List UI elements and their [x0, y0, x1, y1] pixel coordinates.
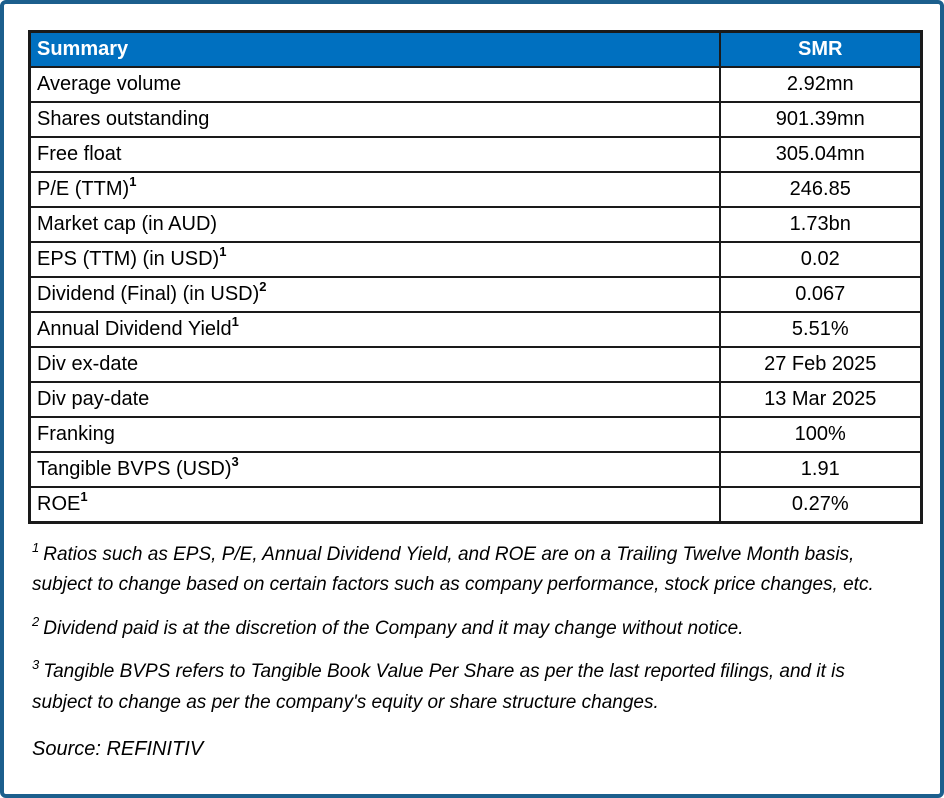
row-value: 2.92mn — [718, 66, 923, 103]
row-label: Div ex-date — [28, 346, 721, 383]
row-label: Annual Dividend Yield1 — [28, 311, 721, 348]
row-label: Shares outstanding — [28, 101, 721, 138]
row-label: Franking — [28, 416, 721, 453]
summary-header-cell: Summary — [28, 30, 721, 68]
row-label: Tangible BVPS (USD)3 — [28, 451, 721, 488]
row-label: Average volume — [28, 66, 721, 103]
row-label: Div pay-date — [28, 381, 721, 418]
row-value: 0.27% — [718, 486, 923, 524]
table-row: ROE1 0.27% — [28, 486, 923, 524]
table-row: Div pay-date 13 Mar 2025 — [28, 381, 923, 418]
summary-table: Summary SMR Average volume 2.92mn Shares… — [28, 30, 923, 524]
footnotes-section: 1 Ratios such as EPS, P/E, Annual Dividen… — [28, 524, 914, 761]
table-row: Market cap (in AUD) 1.73bn — [28, 206, 923, 243]
row-label: Free float — [28, 136, 721, 173]
table-row: Franking 100% — [28, 416, 923, 453]
row-label: Market cap (in AUD) — [28, 206, 721, 243]
row-value: 5.51% — [718, 311, 923, 348]
row-value: 1.73bn — [718, 206, 923, 243]
row-value: 305.04mn — [718, 136, 923, 173]
table-row: Dividend (Final) (in USD)2 0.067 — [28, 276, 923, 313]
footnote-3: 3 Tangible BVPS refers to Tangible Book V… — [32, 657, 845, 713]
table-row: Shares outstanding 901.39mn — [28, 101, 923, 138]
table-header-row: Summary SMR — [28, 30, 923, 68]
table-row: P/E (TTM)1 246.85 — [28, 171, 923, 208]
row-value: 1.91 — [718, 451, 923, 488]
row-value: 0.067 — [718, 276, 923, 313]
row-value: 13 Mar 2025 — [718, 381, 923, 418]
table-row: Free float 305.04mn — [28, 136, 923, 173]
row-value: 0.02 — [718, 241, 923, 278]
row-value: 901.39mn — [718, 101, 923, 138]
footnote-1: 1 Ratios such as EPS, P/E, Annual Dividen… — [32, 540, 874, 596]
table-row: Average volume 2.92mn — [28, 66, 923, 103]
report-content: Summary SMR Average volume 2.92mn Shares… — [4, 4, 940, 761]
row-label: ROE1 — [28, 486, 721, 524]
row-value: 246.85 — [718, 171, 923, 208]
row-label: EPS (TTM) (in USD)1 — [28, 241, 721, 278]
source-attribution: Source: REFINITIV — [32, 737, 204, 760]
row-value: 27 Feb 2025 — [718, 346, 923, 383]
footnote-2: 2 Dividend paid is at the discretion of t… — [32, 613, 744, 639]
table-row: EPS (TTM) (in USD)1 0.02 — [28, 241, 923, 278]
ticker-header-cell: SMR — [718, 30, 923, 68]
row-label: Dividend (Final) (in USD)2 — [28, 276, 721, 313]
row-label: P/E (TTM)1 — [28, 171, 721, 208]
table-row: Div ex-date 27 Feb 2025 — [28, 346, 923, 383]
row-value: 100% — [718, 416, 923, 453]
table-row: Tangible BVPS (USD)3 1.91 — [28, 451, 923, 488]
table-row: Annual Dividend Yield1 5.51% — [28, 311, 923, 348]
